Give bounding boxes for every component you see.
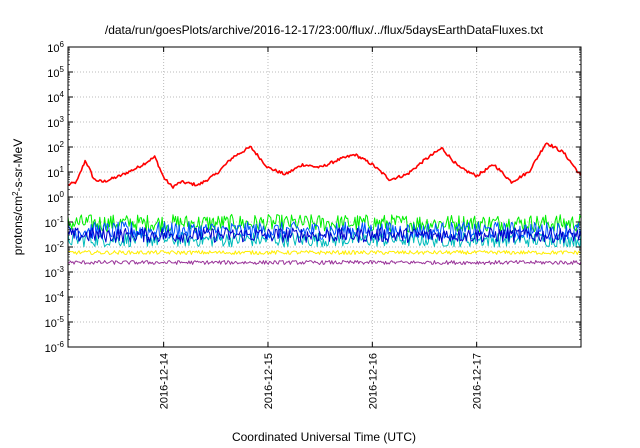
y-tick-label: 10-2 [45,240,65,255]
series-line-1 [67,142,582,189]
y-tick-base: 10 [47,143,59,155]
y-tick-base: 10 [45,343,57,355]
y-tick-label: 100 [47,190,64,205]
y-tick-base: 10 [47,193,59,205]
y-tick-exponent: -2 [57,240,65,249]
series-line-6 [67,250,582,255]
y-tick-base: 10 [47,168,59,180]
y-tick-exponent: 2 [60,140,65,149]
y-tick-base: 10 [47,68,59,80]
y-tick-exponent: -5 [57,315,65,324]
y-tick-exponent: 3 [60,115,65,124]
y-tick-label: 10-4 [45,290,65,305]
y-axis-label-part-2: -s-sr-MeV [11,139,25,192]
y-tick-label: 10-6 [45,340,65,355]
grid-lines [68,47,581,347]
plot-frame [67,46,582,348]
x-axis-label: Coordinated Universal Time (UTC) [232,430,416,444]
series-line-2 [67,213,582,233]
y-tick-exponent: -3 [57,265,65,274]
series-line-5 [67,227,582,244]
y-tick-label: 10-5 [45,315,65,330]
y-tick-exponent: 6 [60,40,65,49]
y-tick-base: 10 [47,118,59,130]
x-tick-label: 2016-12-15 [263,353,275,409]
y-tick-exponent: 5 [60,65,65,74]
y-tick-base: 10 [47,43,59,55]
y-axis-label-part-1: protons/cm [11,196,25,255]
y-tick-label: 10-3 [45,265,65,280]
x-axis-ticks: 2016-12-14 2016-12-15 2016-12-16 2016-12-17 [159,47,484,409]
data-series [67,142,582,265]
y-tick-exponent: 0 [60,190,65,199]
chart-title: /data/run/goesPlots/archive/2016-12-17/2… [105,23,544,37]
y-tick-label: 104 [47,90,64,105]
y-tick-base: 10 [45,218,57,230]
y-axis-label-superscript: 2 [11,191,20,196]
y-axis-ticks: 10-610-510-410-310-210-11001011021031041… [45,40,581,355]
y-tick-label: 103 [47,115,64,130]
y-tick-base: 10 [45,318,57,330]
y-tick-base: 10 [45,243,57,255]
y-tick-label: 106 [47,40,64,55]
y-tick-label: 102 [47,140,64,155]
y-tick-exponent: 1 [60,165,65,174]
y-tick-exponent: -6 [57,340,65,349]
y-tick-base: 10 [45,268,57,280]
series-line-7 [67,260,582,265]
y-axis-label: protons/cm2-s-sr-MeV [11,139,26,255]
y-tick-base: 10 [45,293,57,305]
y-tick-exponent: 4 [60,90,65,99]
series-line-3 [67,231,582,248]
x-tick-label: 2016-12-17 [472,353,484,409]
y-tick-label: 10-1 [45,215,65,230]
x-tick-label: 2016-12-16 [367,353,379,409]
y-tick-exponent: -4 [57,290,65,299]
y-tick-exponent: -1 [57,215,65,224]
y-tick-label: 101 [47,165,64,180]
y-tick-label: 105 [47,65,64,80]
x-tick-label: 2016-12-14 [159,353,171,409]
y-tick-base: 10 [47,93,59,105]
